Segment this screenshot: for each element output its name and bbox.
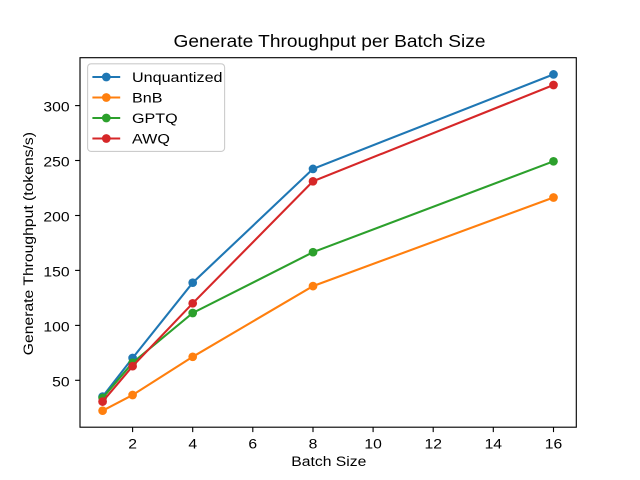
svg-text:300: 300 (43, 100, 69, 115)
svg-text:250: 250 (43, 155, 69, 170)
svg-text:200: 200 (43, 210, 69, 225)
svg-text:12: 12 (424, 437, 441, 452)
svg-text:100: 100 (43, 320, 69, 335)
svg-text:Unquantized: Unquantized (132, 70, 223, 86)
svg-text:8: 8 (309, 437, 318, 452)
svg-text:14: 14 (485, 437, 502, 452)
svg-text:2: 2 (128, 437, 137, 452)
svg-text:50: 50 (52, 375, 69, 390)
svg-text:Batch Size: Batch Size (291, 455, 366, 470)
svg-text:6: 6 (248, 437, 257, 452)
svg-text:Generate Throughput (tokens/s): Generate Throughput (tokens/s) (22, 132, 37, 355)
svg-text:BnB: BnB (132, 90, 162, 106)
svg-text:Generate Throughput per Batch: Generate Throughput per Batch Size (174, 30, 486, 50)
svg-text:16: 16 (545, 437, 562, 452)
svg-text:10: 10 (364, 437, 381, 452)
svg-text:AWQ: AWQ (132, 131, 170, 147)
svg-text:GPTQ: GPTQ (132, 111, 178, 127)
svg-text:150: 150 (43, 265, 69, 280)
svg-text:4: 4 (188, 437, 197, 452)
